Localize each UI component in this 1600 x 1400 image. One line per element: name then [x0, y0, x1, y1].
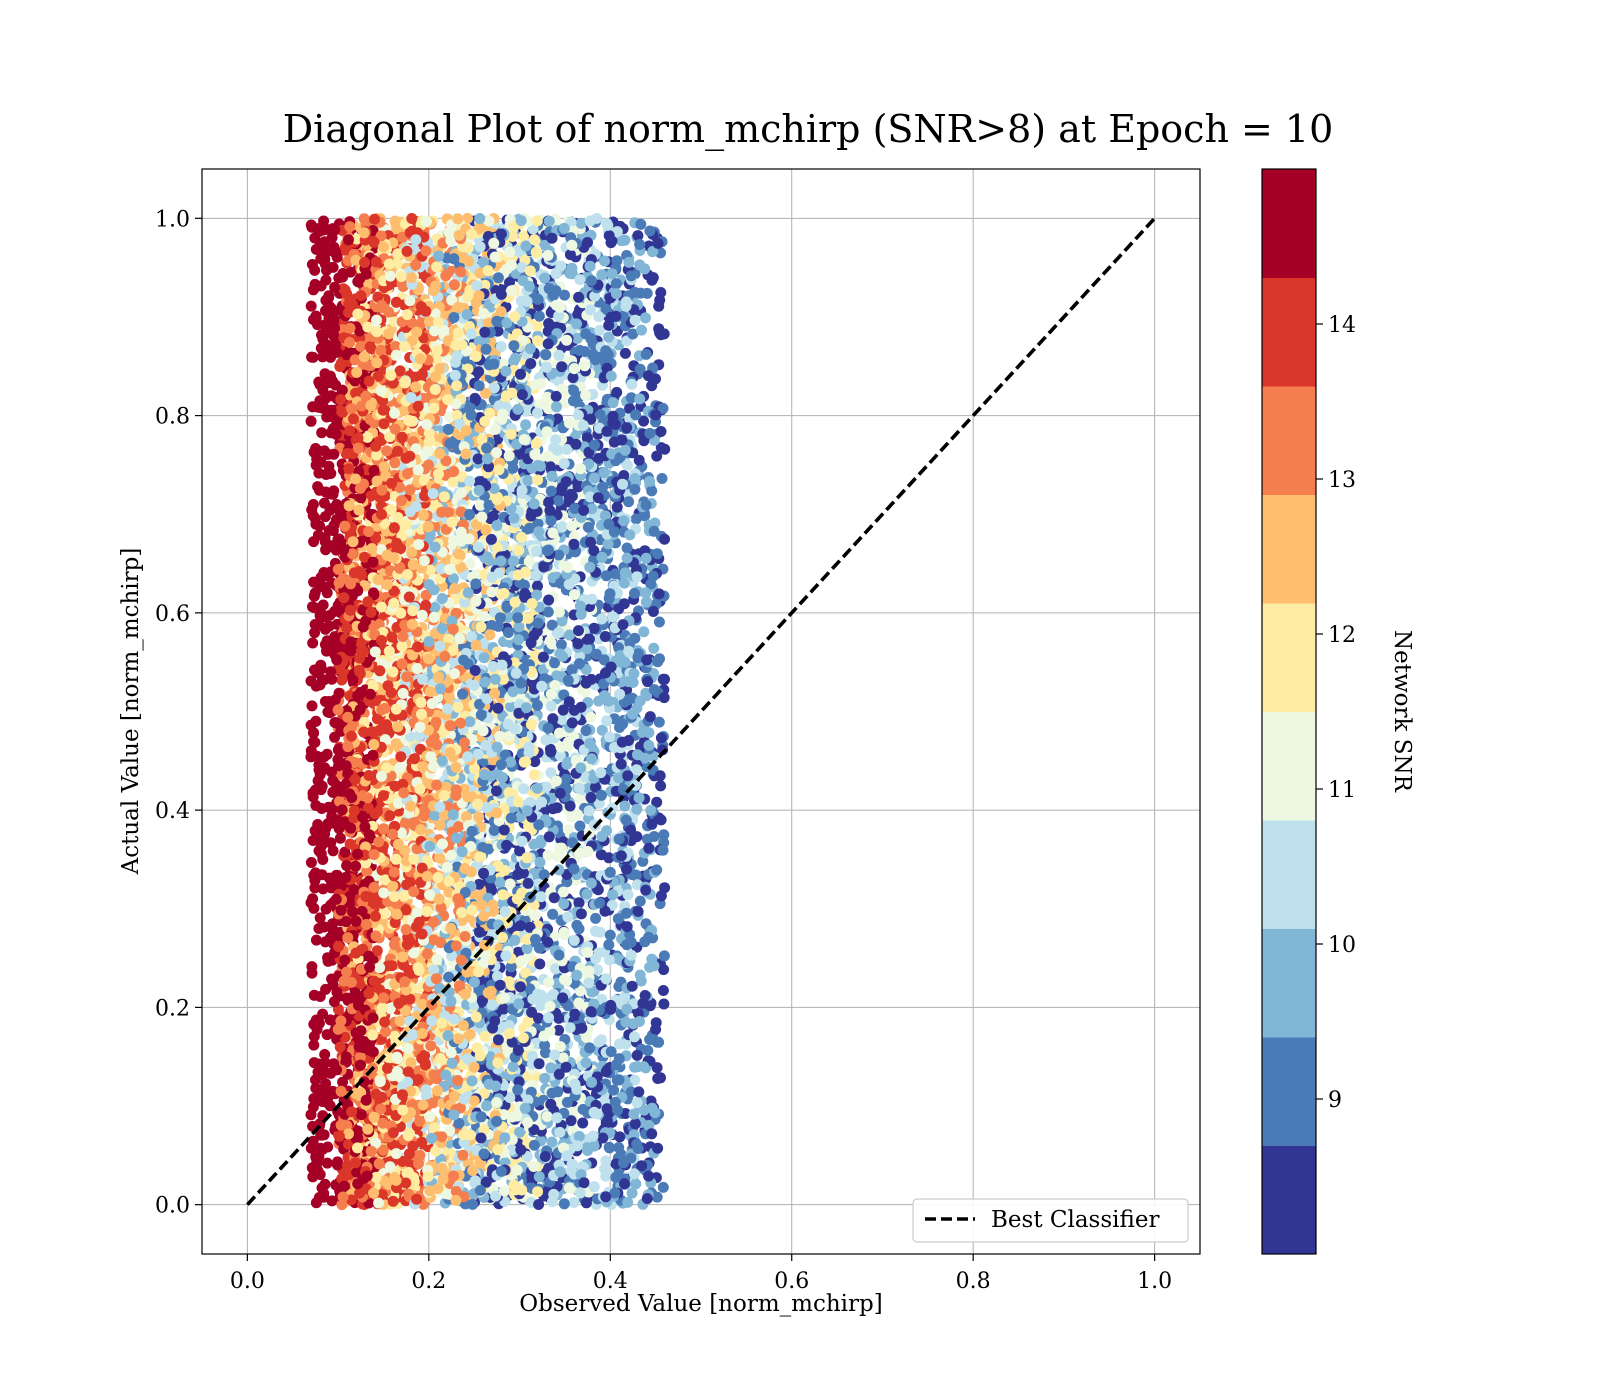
- scatter-point: [621, 907, 632, 919]
- scatter-point: [659, 533, 670, 545]
- scatter-point: [653, 616, 665, 628]
- scatter-point: [658, 964, 670, 976]
- scatter-point: [563, 417, 575, 429]
- scatter-point: [618, 577, 630, 589]
- chart-title: Diagonal Plot of norm_mchirp (SNR>8) at …: [283, 107, 1334, 152]
- scatter-point: [544, 461, 556, 473]
- scatter-point: [634, 695, 646, 707]
- scatter-point: [309, 736, 321, 748]
- scatter-point: [420, 589, 432, 601]
- scatter-point: [655, 287, 667, 298]
- scatter-point: [623, 496, 635, 508]
- scatter-point: [632, 230, 644, 242]
- scatter-point: [305, 857, 317, 868]
- scatter-point: [305, 415, 317, 427]
- scatter-point: [659, 673, 670, 685]
- scatter-point: [656, 473, 668, 484]
- scatter-point: [305, 300, 317, 312]
- scatter-point: [531, 320, 543, 332]
- scatter-point: [546, 638, 558, 650]
- scatter-point: [658, 829, 670, 841]
- scatter-point: [306, 700, 318, 712]
- scatter-point: [388, 939, 400, 950]
- scatter-point: [651, 1062, 663, 1074]
- scatter-point: [582, 237, 593, 248]
- scatter-point: [553, 606, 565, 618]
- scatter-point: [651, 450, 663, 462]
- scatter-point: [655, 780, 667, 792]
- scatter-point: [546, 470, 558, 482]
- scatter-point: [566, 262, 578, 274]
- scatter-point: [569, 589, 580, 600]
- scatter-point: [545, 767, 557, 779]
- scatter-point: [658, 998, 670, 1010]
- scatter-point: [310, 934, 322, 946]
- scatter-point: [315, 456, 327, 468]
- scatter-point: [574, 820, 586, 832]
- scatter-point: [308, 1039, 320, 1051]
- scatter-point: [543, 215, 555, 227]
- scatter-point: [601, 715, 613, 727]
- scatter-point: [306, 259, 318, 270]
- scatter-points: [305, 212, 671, 1211]
- scatter-point: [547, 803, 559, 815]
- scatter-point: [568, 1197, 580, 1208]
- scatter-point: [596, 613, 608, 625]
- scatter-point: [310, 715, 322, 727]
- scatter-point: [574, 793, 586, 805]
- scatter-point: [655, 426, 667, 437]
- scatter-point: [629, 1074, 641, 1086]
- scatter-point: [546, 1136, 558, 1148]
- scatter-point: [556, 521, 568, 533]
- scatter-point: [614, 688, 626, 700]
- scatter-point: [308, 590, 320, 602]
- scatter-point: [312, 529, 324, 541]
- scatter-point: [523, 555, 535, 567]
- scatter-point: [599, 631, 611, 642]
- scatter-point: [308, 727, 320, 739]
- scatter-point: [332, 1156, 343, 1168]
- scatter-point: [564, 249, 576, 261]
- scatter-point: [575, 217, 587, 229]
